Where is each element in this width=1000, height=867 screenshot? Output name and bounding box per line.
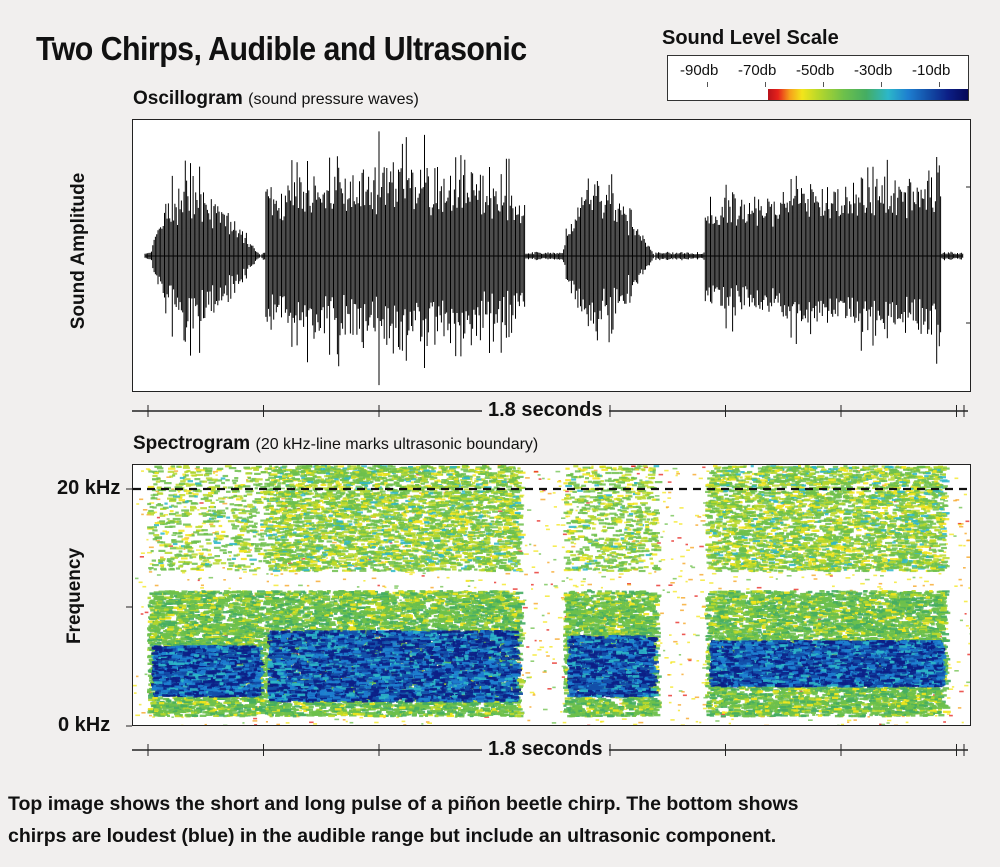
freq-label-0khz: 0 kHz <box>58 714 110 737</box>
spectrogram-subtitle: (20 kHz-line marks ultrasonic boundary) <box>255 436 538 453</box>
oscillogram-time-label: 1.8 seconds <box>482 399 609 422</box>
scale-tick-mark <box>881 82 882 87</box>
scale-tick-mark <box>707 82 708 87</box>
figure-title: Two Chirps, Audible and Ultrasonic <box>36 30 527 68</box>
sound-level-scale: -90db -70db -50db -30db -10db <box>667 55 969 101</box>
scale-tick-label: -10db <box>912 62 950 79</box>
oscillogram-subtitle: (sound pressure waves) <box>248 91 419 108</box>
caption-line: chirps are loudest (blue) in the audible… <box>8 820 998 852</box>
spectrogram-plot <box>132 464 971 726</box>
freq-label-20khz: 20 kHz <box>57 477 120 500</box>
figure-caption: Top image shows the short and long pulse… <box>8 788 998 852</box>
oscillogram-plot <box>132 119 971 392</box>
scale-tick-mark <box>765 82 766 87</box>
scale-tick-mark <box>939 82 940 87</box>
color-gradient-bar <box>768 89 968 100</box>
caption-line: Top image shows the short and long pulse… <box>8 788 998 820</box>
spectrogram-time-label: 1.8 seconds <box>482 738 609 761</box>
sound-level-scale-title: Sound Level Scale <box>662 27 839 50</box>
spectrogram-y-axis-label: Frequency <box>64 511 86 681</box>
scale-tick-label: -50db <box>796 62 834 79</box>
scale-tick-label: -70db <box>738 62 776 79</box>
oscillogram-waveform <box>133 120 970 391</box>
spectrogram-title: Spectrogram (20 kHz-line marks ultrasoni… <box>133 433 538 455</box>
scale-tick-mark <box>823 82 824 87</box>
oscillogram-y-axis-label: Sound Amplitude <box>68 166 90 336</box>
oscillogram-title: Oscillogram (sound pressure waves) <box>133 88 419 110</box>
spectrogram-heatmap <box>133 465 970 725</box>
scale-tick-label: -90db <box>680 62 718 79</box>
scale-tick-label: -30db <box>854 62 892 79</box>
